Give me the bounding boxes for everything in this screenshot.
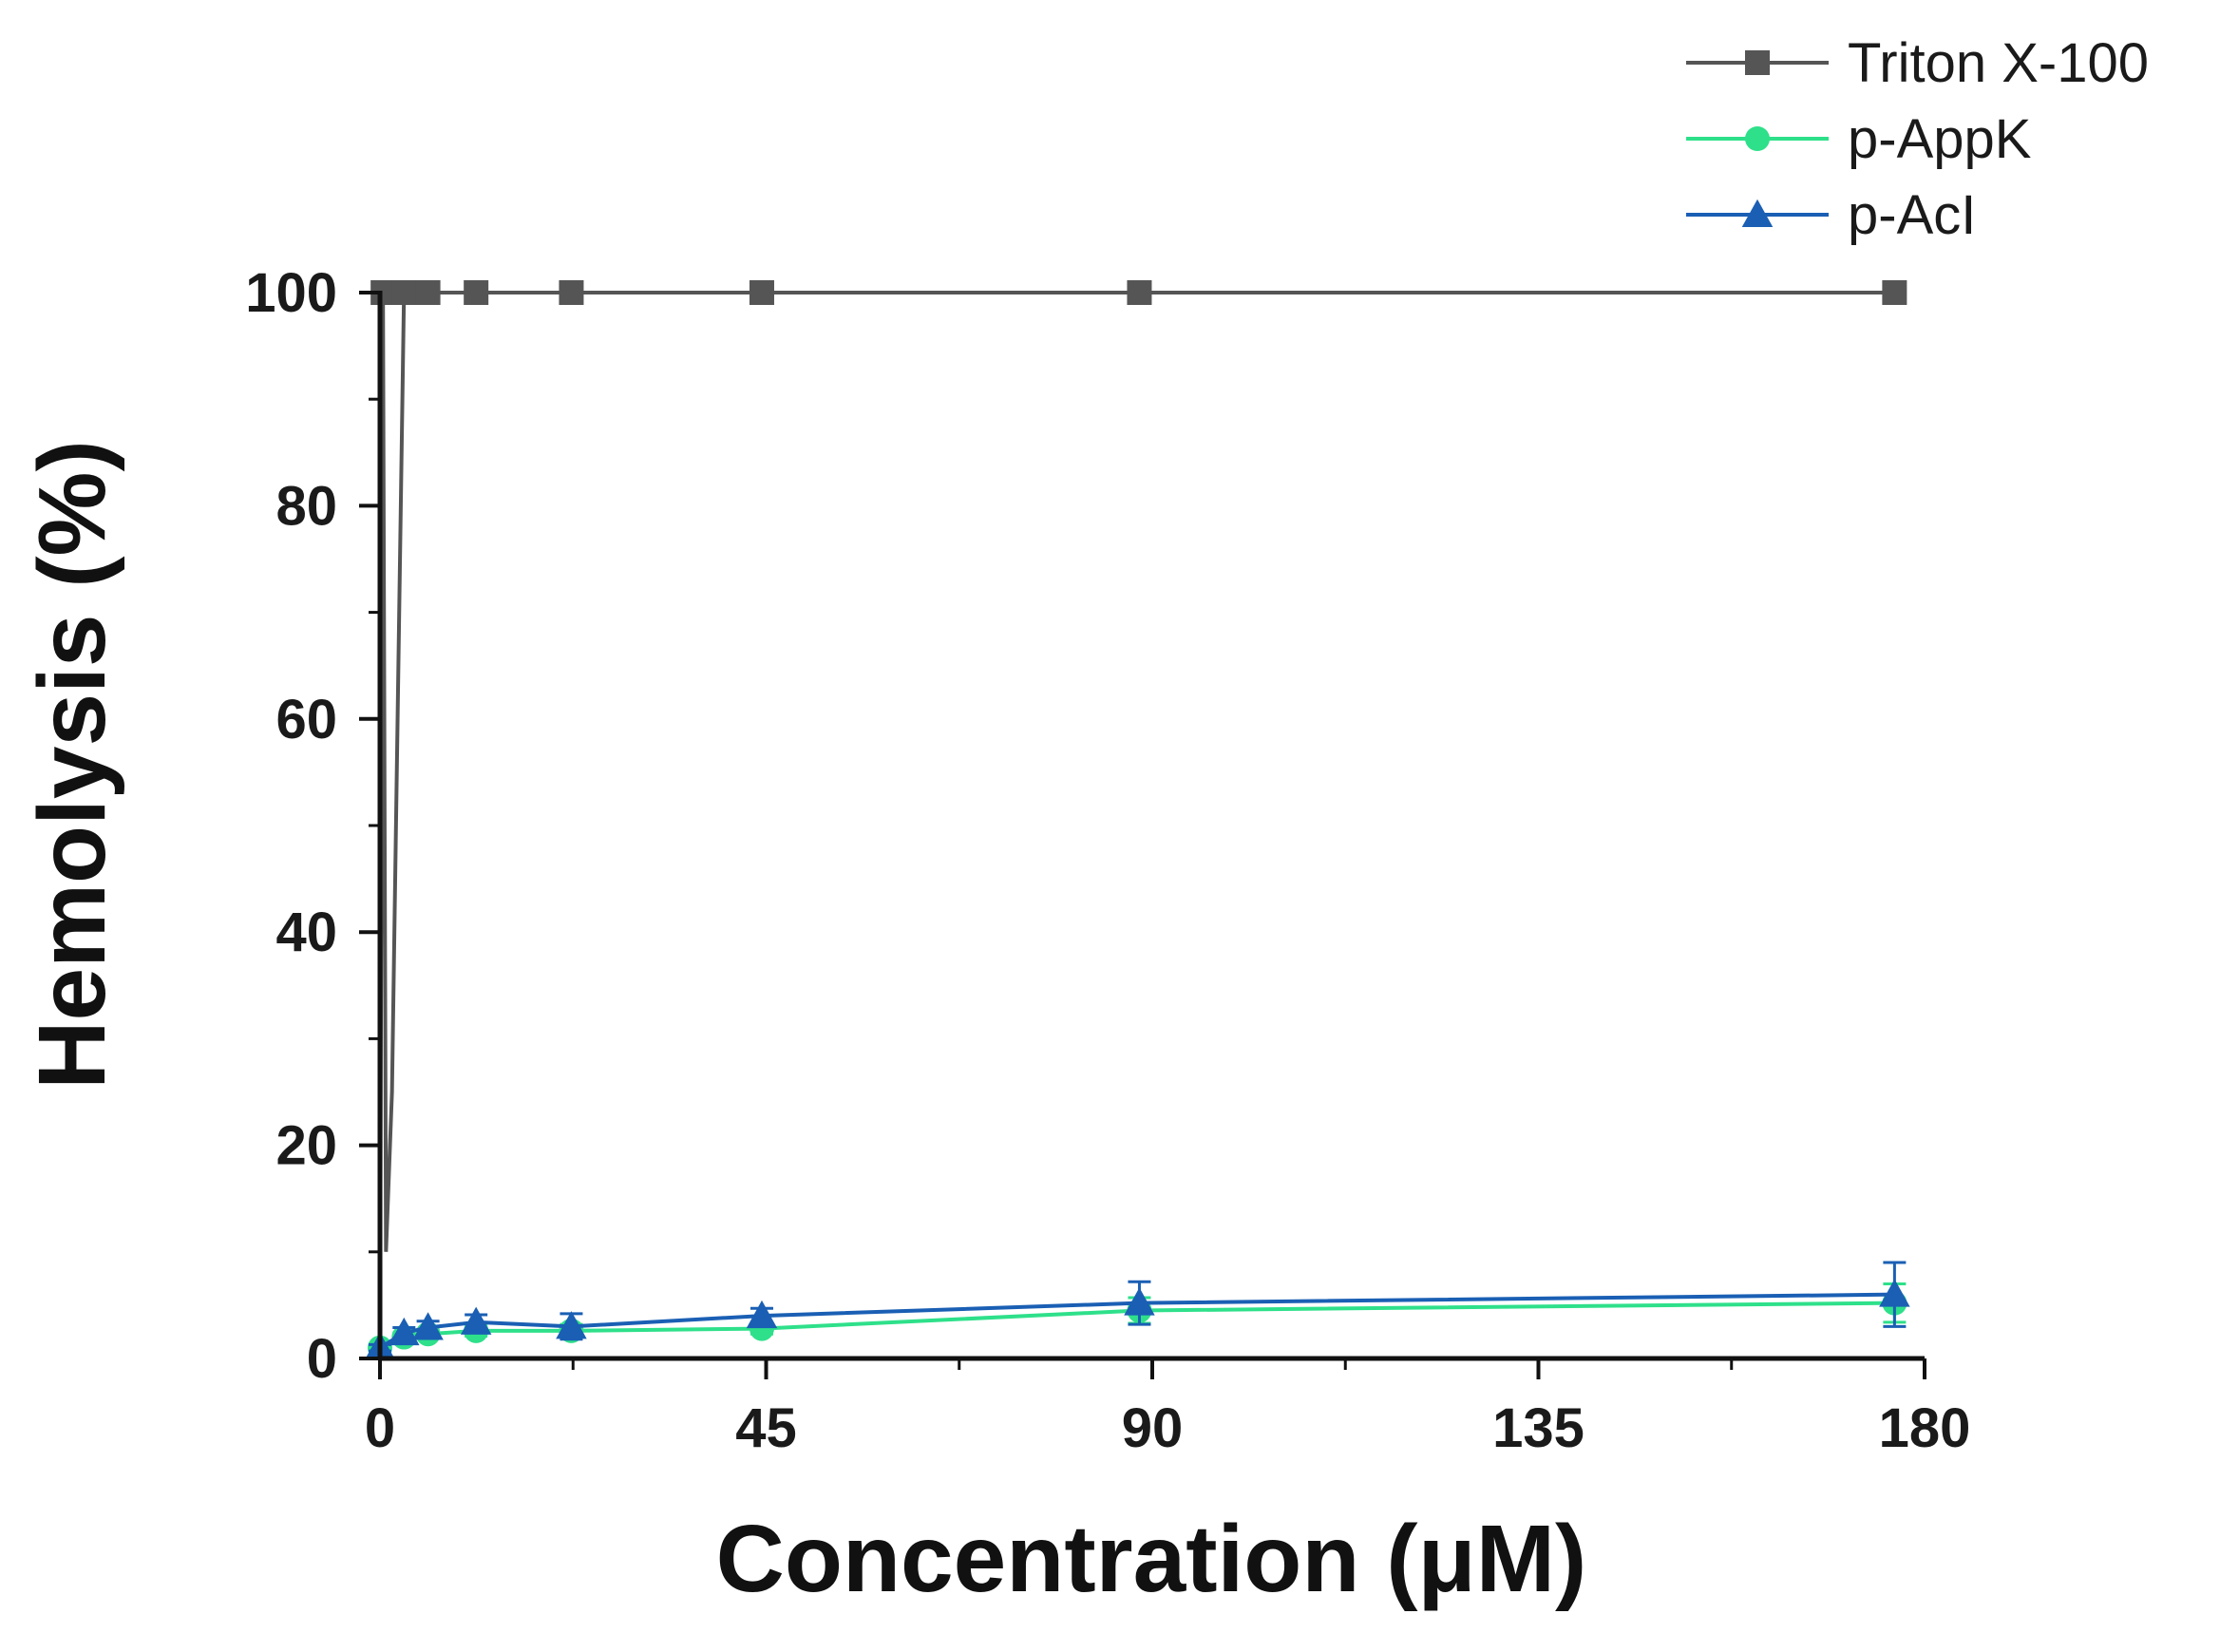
series-p-aci <box>364 1261 1910 1360</box>
legend-label: p-AppK <box>1848 108 2032 170</box>
plot-area <box>364 280 1910 1360</box>
y-tick-label: 100 <box>245 262 337 324</box>
legend-item: Triton X-100 <box>1686 32 2149 94</box>
data-point <box>1879 1279 1910 1307</box>
legend-marker <box>1745 126 1770 151</box>
y-axis-title: Hemolysis (%) <box>19 440 125 1090</box>
legend-label: Triton X-100 <box>1848 32 2149 94</box>
y-tick-label: 40 <box>275 902 337 963</box>
data-point <box>412 1312 444 1340</box>
y-tick-label: 80 <box>275 475 337 537</box>
x-tick-label: 90 <box>1122 1397 1184 1459</box>
data-point <box>464 280 489 305</box>
data-point <box>559 280 584 305</box>
series-triton-x-100 <box>370 280 1907 1359</box>
y-tick-label: 60 <box>275 689 337 750</box>
x-axis-title: Concentration (μM) <box>716 1506 1587 1612</box>
x-tick-label: 0 <box>365 1397 395 1459</box>
data-point <box>1124 1287 1155 1316</box>
legend-item: p-AppK <box>1686 108 2032 170</box>
series-line <box>378 291 1895 1359</box>
data-point <box>391 280 417 305</box>
legend-marker <box>1741 199 1774 227</box>
x-tick-label: 180 <box>1879 1397 1971 1459</box>
data-point <box>415 280 441 305</box>
axes: 0 45 90 135 180 0 20 40 60 80 100 <box>245 262 1970 1459</box>
legend-item: p-AcI <box>1686 184 1976 246</box>
data-point <box>749 280 774 305</box>
data-point <box>460 1306 492 1335</box>
y-tick-label: 0 <box>307 1328 337 1390</box>
x-tick-label: 45 <box>735 1397 797 1459</box>
data-point <box>1882 280 1907 305</box>
data-point <box>746 1300 778 1329</box>
data-point <box>389 1317 420 1346</box>
y-tick-label: 20 <box>275 1115 337 1177</box>
data-point <box>556 1311 587 1339</box>
legend: Triton X-100 p-AppK p-AcI <box>1686 32 2149 246</box>
x-tick-label: 135 <box>1492 1397 1584 1459</box>
legend-label: p-AcI <box>1848 184 1976 246</box>
legend-marker <box>1745 50 1770 75</box>
data-point <box>1127 280 1152 305</box>
